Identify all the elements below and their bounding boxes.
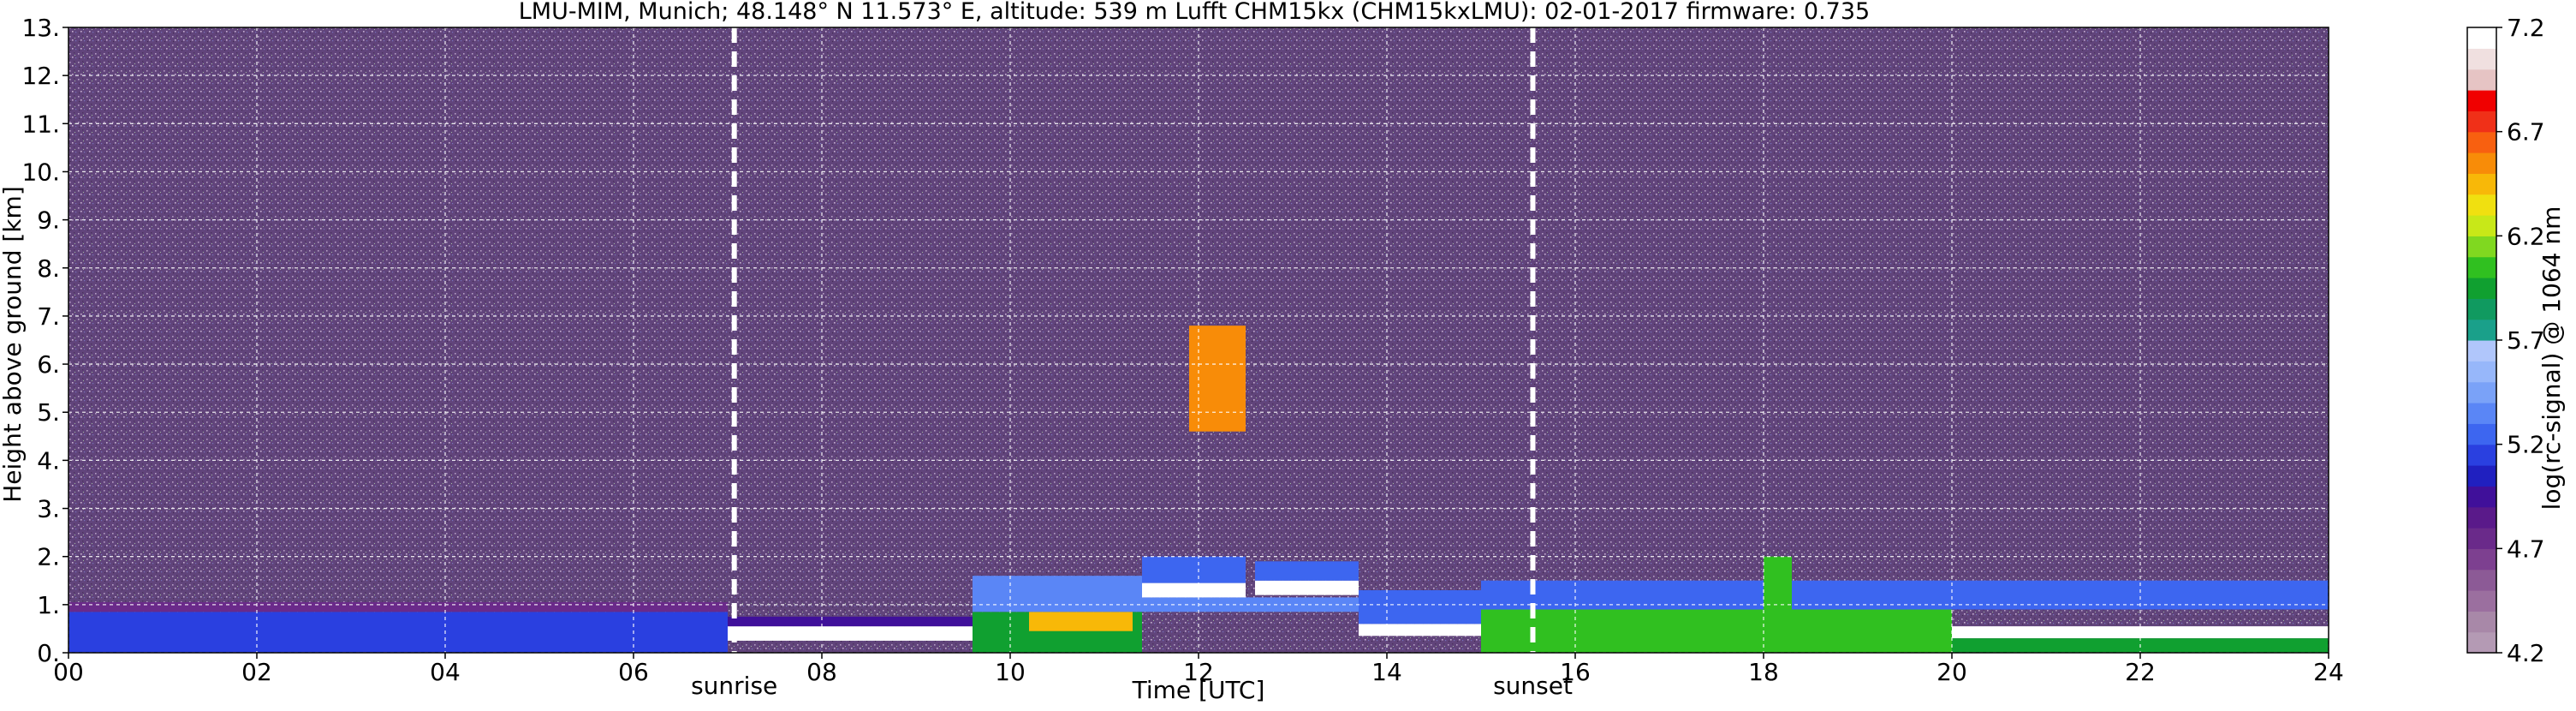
colorbar-segment [2467,528,2496,549]
signal-layer [1029,612,1133,631]
colorbar-segment [2467,215,2496,236]
sunrise-label: sunrise [691,672,777,700]
colorbar-segment [2467,152,2496,174]
colorbar-segment [2467,569,2496,591]
colorbar-label: log(rc-signal) @ 1064 nm [2537,206,2566,511]
x-tick-label: 10 [995,658,1026,686]
y-tick-label: 2. [37,543,60,571]
colorbar-tick-label: 5.2 [2507,431,2545,459]
colorbar-segment [2467,278,2496,299]
signal-layer [1189,326,1246,432]
signal-layer [973,576,1142,612]
x-tick-label: 14 [1371,658,1402,686]
y-tick-label: 7. [37,302,60,331]
colorbar-segment [2467,90,2496,111]
colorbar-segment [2467,590,2496,612]
colorbar-tick-label: 5.7 [2507,326,2545,355]
x-tick-label: 08 [806,658,837,686]
y-tick-label: 11. [21,110,60,138]
x-tick-label: 24 [2313,658,2344,686]
x-tick-label: 02 [241,658,272,686]
colorbar-segment [2467,236,2496,258]
signal-layer [68,602,728,612]
colorbar-tick-label: 7.2 [2507,14,2545,42]
colorbar-segment [2467,111,2496,133]
colorbar-segment [2467,381,2496,403]
signal-layer [1142,556,1246,583]
colorbar-segment [2467,69,2496,91]
signal-layer [728,616,973,627]
x-tick-label: 22 [2125,658,2156,686]
colorbar-segment [2467,465,2496,487]
signal-layer [1481,609,1952,653]
colorbar-segment [2467,256,2496,278]
colorbar-segment [2467,194,2496,216]
x-tick-label: 16 [1560,658,1591,686]
sunset-label: sunset [1493,672,1573,700]
colorbar-segment [2467,444,2496,466]
y-tick-label: 9. [37,206,60,235]
y-tick-label: 3. [37,495,60,523]
colorbar-segment [2467,340,2496,361]
x-tick-label: 06 [618,658,649,686]
colorbar-segment [2467,506,2496,529]
colorbar-tick-label: 4.7 [2507,535,2545,563]
colorbar-segment [2467,486,2496,508]
y-tick-label: 1. [37,591,60,619]
x-axis-label: Time [UTC] [1132,676,1265,704]
y-tick-label: 5. [37,398,60,427]
signal-layer [68,612,728,653]
signal-layer [1359,624,1481,636]
signal-layer [1255,580,1359,595]
x-tick-label: 00 [53,658,84,686]
y-tick-label: 8. [37,254,60,283]
signal-layer [1255,561,1359,581]
y-axis-label: Height above ground [km] [0,186,27,503]
colorbar-segment [2467,423,2496,445]
signal-layer [1764,556,1792,610]
colorbar-tick-label: 4.2 [2507,639,2545,667]
y-tick-label: 12. [21,62,60,90]
colorbar-segment [2467,173,2496,195]
colorbar-tick-label: 6.2 [2507,222,2545,250]
y-tick-label: 4. [37,446,60,475]
colorbar-segment [2467,319,2496,341]
colorbar-segment [2467,548,2496,571]
signal-layer [1142,597,1387,612]
colorbar-segment [2467,631,2496,654]
colorbar-segment [2467,298,2496,320]
colorbar-segment [2467,361,2496,383]
colorbar-segment [2467,611,2496,633]
y-tick-label: 6. [37,350,60,379]
x-tick-label: 12 [1183,658,1214,686]
x-tick-label: 20 [1936,658,1967,686]
signal-layer [1142,583,1246,598]
chart-title: LMU-MIM, Munich; 48.148° N 11.573° E, al… [519,0,1870,25]
y-tick-label: 10. [21,158,60,186]
x-tick-label: 04 [430,658,461,686]
colorbar-tick-label: 6.7 [2507,118,2545,146]
x-tick-label: 18 [1748,658,1779,686]
colorbar-segment [2467,48,2496,70]
y-tick-label: 0. [37,639,60,667]
colorbar-segment [2467,403,2496,424]
signal-layer [728,626,973,641]
colorbar-segment [2467,131,2496,153]
y-tick-label: 13. [21,14,60,42]
colorbar-segment [2467,27,2496,49]
